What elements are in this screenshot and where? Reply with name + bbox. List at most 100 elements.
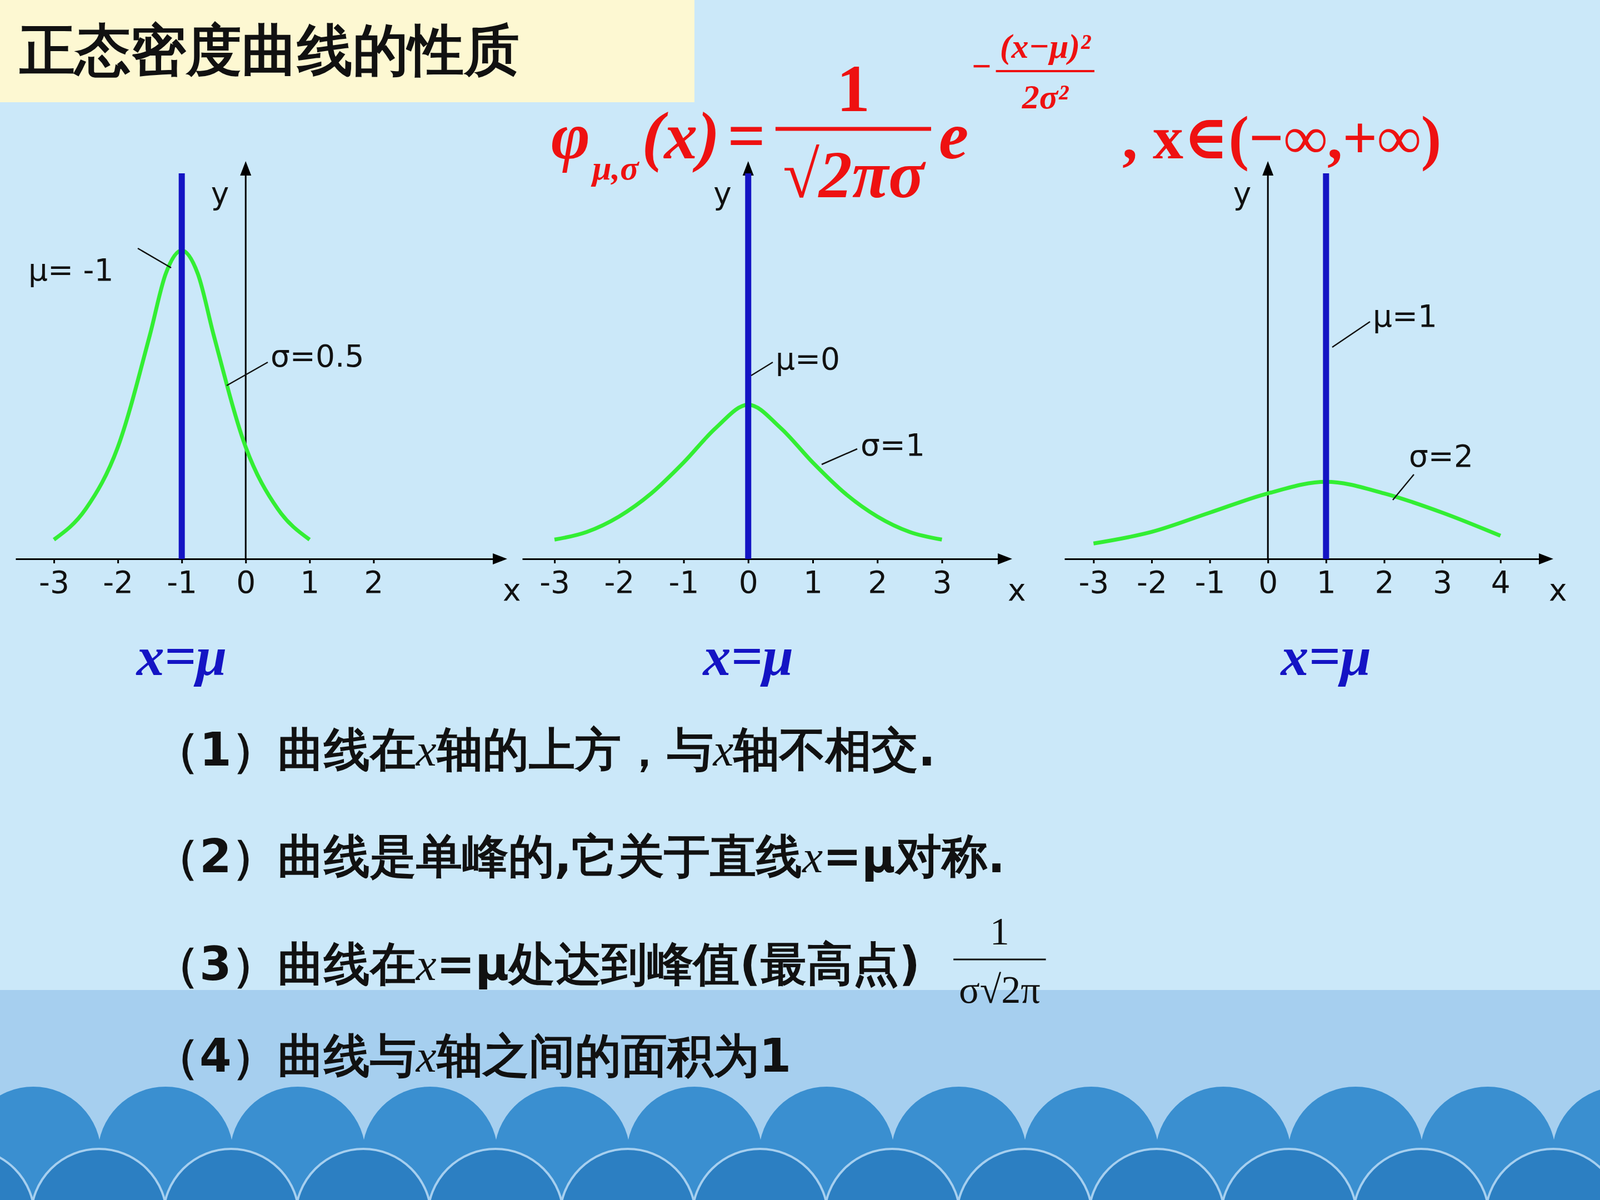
x-tick-mark — [747, 558, 750, 564]
y-axis-arrow — [240, 161, 252, 176]
x-tick: -1 — [166, 558, 198, 600]
wave-decoration — [0, 1086, 1600, 1200]
annotation: σ=0.5 — [270, 338, 364, 374]
x-tick-label: 0 — [1258, 564, 1278, 600]
x-tick-label: -1 — [166, 564, 198, 600]
x-tick-mark — [1500, 558, 1502, 564]
fraction-numerator: 1 — [990, 910, 1010, 953]
x-tick: 2 — [867, 558, 888, 600]
x-tick-mark — [812, 558, 814, 564]
wave-circle — [824, 1148, 960, 1200]
x-tick-label: 4 — [1491, 564, 1511, 600]
x-axis-title: x — [1007, 572, 1027, 608]
wave-circle — [1485, 1148, 1600, 1200]
panel: -3-2-10123xyx=μμ=0σ=1 — [522, 161, 1027, 688]
annotation: μ=0 — [775, 341, 840, 377]
x-axis-arrow — [997, 553, 1013, 565]
property-text: （2）曲线是单峰的,它关于直线x=μ对称. — [153, 829, 1005, 884]
x-tick: -2 — [603, 558, 635, 600]
fraction-denominator: σ√2π — [958, 968, 1041, 1012]
annotation-leader — [821, 448, 858, 465]
wave-circle — [560, 1148, 696, 1200]
text-run: =μ对称. — [822, 829, 1005, 884]
fraction-bar — [775, 127, 932, 132]
x-tick-mark — [683, 558, 685, 564]
y-axis-line — [1267, 173, 1269, 559]
text-run: （2）曲线是单峰的,它关于直线 — [153, 829, 803, 884]
plot-area — [1093, 481, 1500, 544]
x-axis-line — [522, 558, 1001, 560]
symmetry-line-label: x=μ — [701, 625, 794, 688]
x-tick-label: 3 — [1432, 564, 1453, 600]
x-tick-mark — [1325, 558, 1328, 564]
text-run: =μ处达到峰值(最高点) — [436, 937, 921, 992]
x-axis-arrow — [492, 553, 508, 565]
wave-circle — [0, 1148, 35, 1200]
slide: 正态密度曲线的性质φμ,σ(x)=1√2πσe−(x−μ)²2σ², x∈(−∞… — [0, 0, 1600, 1200]
x-tick: 0 — [738, 558, 759, 600]
formula-numerator: 1 — [836, 51, 870, 126]
x-tick-mark — [1441, 558, 1444, 564]
annotation: μ=1 — [1372, 298, 1438, 334]
x-tick-label: -1 — [668, 564, 700, 600]
x-tick-label: 1 — [803, 564, 823, 600]
property-text: （4）曲线与x轴之间的面积为1 — [153, 1028, 792, 1083]
wave-circle — [1353, 1148, 1489, 1200]
x-tick: 1 — [803, 558, 823, 600]
x-tick-mark — [1092, 558, 1095, 564]
annotation: σ=2 — [1408, 438, 1474, 474]
text-run: 轴之间的面积为1 — [435, 1028, 792, 1083]
variable-x: x — [415, 724, 437, 776]
annotation-leader — [1332, 321, 1370, 348]
formula-exponent-sign: − — [971, 47, 992, 85]
symmetry-line — [745, 173, 752, 559]
exponent-fraction-bar — [996, 70, 1095, 73]
text-run: （1）曲线在 — [153, 722, 417, 777]
wave-circle — [31, 1148, 167, 1200]
title-box — [0, 0, 695, 103]
formula: φμ,σ(x)=1√2πσe−(x−μ)²2σ², x∈(−∞,+∞) — [551, 27, 1442, 212]
formula-domain: , x∈(−∞,+∞) — [1122, 103, 1442, 172]
x-tick: -2 — [1136, 558, 1168, 600]
x-tick-label: 3 — [932, 564, 952, 600]
x-tick: -2 — [102, 558, 134, 600]
x-tick: 2 — [363, 558, 384, 600]
wave-circle — [427, 1148, 564, 1200]
x-tick-mark — [53, 558, 55, 564]
x-tick: -1 — [1195, 558, 1226, 600]
formula-base: e — [938, 98, 969, 173]
x-axis: -3-2-10123 — [522, 558, 1001, 600]
x-tick-mark — [372, 558, 375, 564]
wave-circle — [295, 1148, 432, 1200]
x-tick: 2 — [1374, 558, 1394, 600]
text-run: （3）曲线在 — [153, 937, 417, 992]
x-tick-mark — [308, 558, 311, 564]
x-tick: 0 — [1258, 558, 1278, 600]
x-tick-mark — [181, 558, 183, 564]
x-tick-label: -3 — [38, 564, 70, 600]
annotation-leader — [1392, 474, 1414, 500]
x-tick: 3 — [932, 558, 952, 600]
x-tick-label: -1 — [1195, 564, 1226, 600]
x-axis: -3-2-1012 — [16, 558, 496, 600]
formula-equals: = — [727, 98, 766, 173]
variable-x: x — [415, 938, 437, 990]
x-axis-title: x — [1548, 572, 1568, 608]
x-tick-mark — [1209, 558, 1212, 564]
x-tick-label: 2 — [867, 564, 888, 600]
x-tick: -3 — [1078, 558, 1109, 600]
formula-lhs: φ — [551, 98, 590, 173]
x-tick: 3 — [1432, 558, 1453, 600]
x-tick-label: 1 — [1316, 564, 1337, 600]
wave-circle — [692, 1148, 828, 1200]
x-tick: 4 — [1491, 558, 1511, 600]
x-tick-mark — [618, 558, 620, 564]
symmetry-line-label: x=μ — [135, 625, 228, 688]
panel: -3-2-1012xyx=μμ= -1σ=0.5 — [16, 161, 522, 688]
x-tick-mark — [941, 558, 943, 564]
text-run: （4）曲线与 — [153, 1028, 417, 1083]
x-tick: -1 — [668, 558, 700, 600]
x-tick-label: -2 — [603, 564, 635, 600]
annotation-leader — [137, 248, 172, 268]
variable-x: x — [801, 831, 823, 883]
